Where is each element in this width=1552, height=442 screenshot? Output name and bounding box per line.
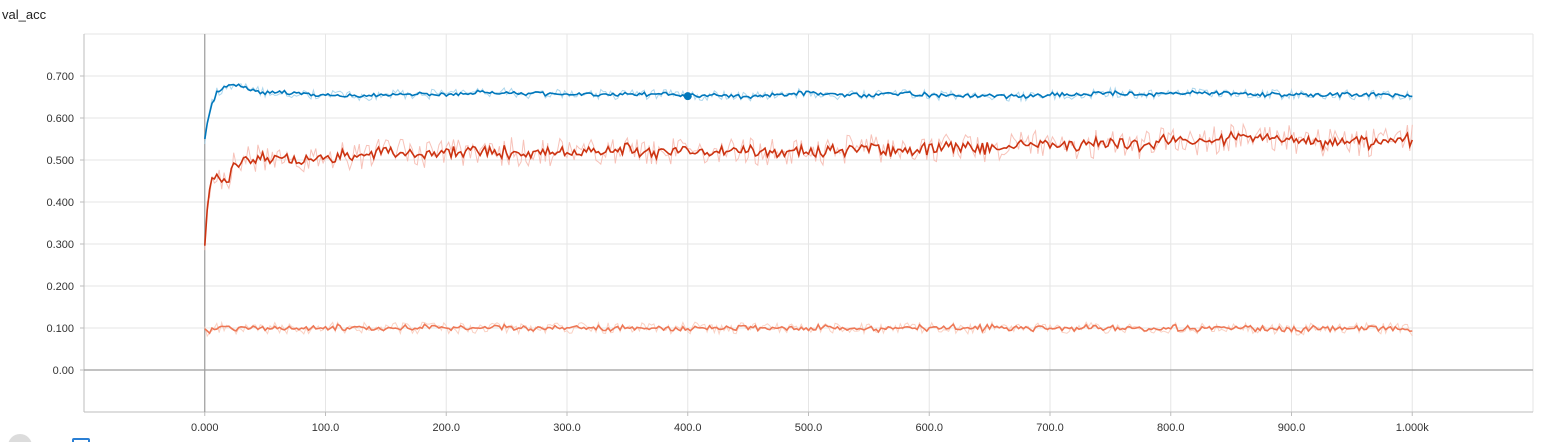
- chart-title: val_acc: [2, 7, 47, 22]
- series-line: [204, 83, 1413, 140]
- y-tick-label: 0.400: [46, 197, 74, 209]
- x-tick-label: 1.000k: [1396, 422, 1430, 434]
- y-tick-label: 0.700: [46, 71, 74, 83]
- y-tick-label: 0.500: [46, 155, 74, 167]
- y-tick-label: 0.300: [46, 239, 74, 251]
- expand-icon[interactable]: [8, 434, 32, 442]
- x-tick-label: 100.0: [312, 422, 340, 434]
- x-tick-label: 700.0: [1036, 422, 1064, 434]
- log-scale-icon[interactable]: [72, 438, 90, 442]
- series-line: [204, 130, 1414, 246]
- x-tick-label: 900.0: [1278, 422, 1306, 434]
- y-tick-label: 0.200: [46, 281, 74, 293]
- x-tick-label: 300.0: [553, 422, 581, 434]
- x-tick-label: 800.0: [1157, 422, 1185, 434]
- series-line: [204, 322, 1413, 335]
- y-tick-label: 0.600: [46, 113, 74, 125]
- x-tick-label: 600.0: [915, 422, 943, 434]
- x-tick-label: 400.0: [674, 422, 702, 434]
- x-tick-label: 200.0: [432, 422, 460, 434]
- x-tick-label: 0.000: [191, 422, 219, 434]
- hover-marker: [683, 92, 692, 101]
- y-tick-label: 0.00: [53, 365, 74, 377]
- x-tick-label: 500.0: [795, 422, 823, 434]
- y-tick-label: 0.100: [46, 323, 74, 335]
